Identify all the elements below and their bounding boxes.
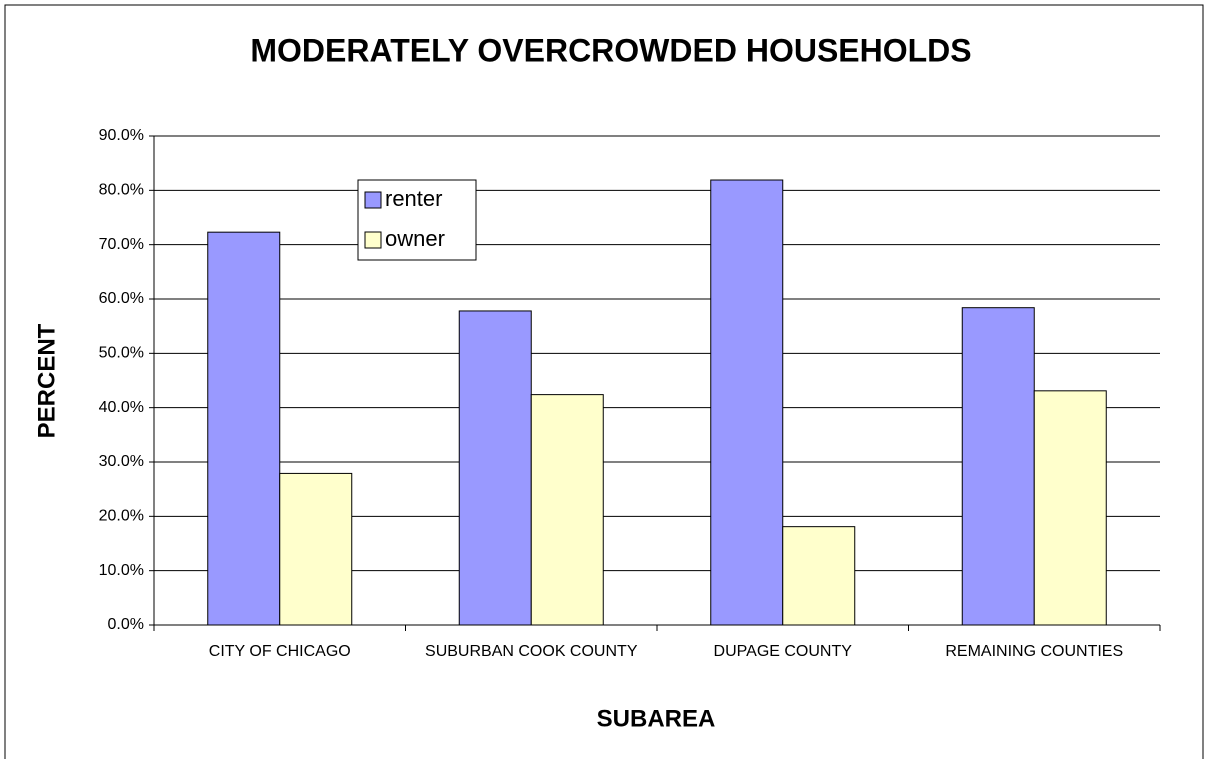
chart-frame <box>4 4 1204 759</box>
bar <box>1033 390 1107 626</box>
bar <box>207 231 281 626</box>
x-tick-label: SUBURBAN COOK COUNTY <box>425 643 638 660</box>
legend-swatch <box>364 191 382 209</box>
chart-title: MODERATELY OVERCROWDED HOUSEHOLDS <box>250 32 971 68</box>
y-tick-label: 80.0% <box>99 182 144 199</box>
legend-swatch <box>364 231 382 249</box>
y-tick-label: 70.0% <box>99 236 144 253</box>
y-tick-label: 90.0% <box>99 127 144 144</box>
bar <box>782 526 856 626</box>
y-tick-label: 40.0% <box>99 399 144 416</box>
bar <box>279 472 353 626</box>
legend: renter owner <box>357 179 477 261</box>
legend-label: owner <box>385 226 445 251</box>
x-tick-label: REMAINING COUNTIES <box>945 643 1124 660</box>
y-tick-label: 20.0% <box>99 508 144 525</box>
bar <box>458 310 532 626</box>
x-tick-label: DUPAGE COUNTY <box>713 643 852 660</box>
y-tick-label: 0.0% <box>108 616 144 633</box>
bar <box>710 179 784 626</box>
x-axis-label: SUBAREA <box>597 705 716 732</box>
legend-label: renter <box>385 186 442 211</box>
y-tick-label: 60.0% <box>99 290 144 307</box>
y-tick-label: 10.0% <box>99 562 144 579</box>
bar <box>530 394 604 626</box>
y-axis-label: PERCENT <box>33 323 60 438</box>
bar <box>961 307 1035 626</box>
y-tick-label: 30.0% <box>99 453 144 470</box>
x-tick-label: CITY OF CHICAGO <box>208 643 351 660</box>
y-tick-label: 50.0% <box>99 345 144 362</box>
